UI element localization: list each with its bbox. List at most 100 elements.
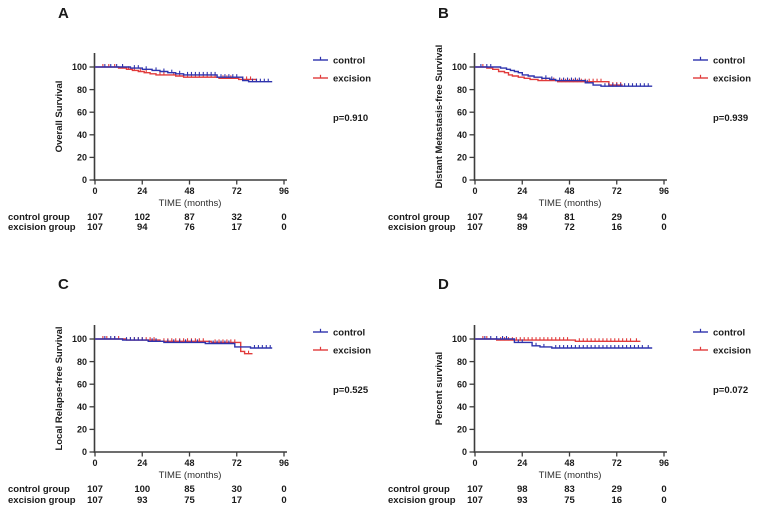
- x-tick-label: 72: [232, 186, 242, 196]
- control-censor-ticks: [104, 336, 271, 349]
- p-value: p=0.072: [713, 385, 748, 396]
- x-tick-label: 96: [659, 186, 669, 196]
- x-tick-label: 0: [92, 186, 97, 196]
- risk-value: 100: [134, 484, 150, 495]
- y-tick-label: 80: [77, 85, 87, 95]
- risk-value: 102: [134, 212, 150, 223]
- risk-value: 17: [231, 222, 242, 233]
- panel-B: B 0 20 40 60 80 100 0 24 48 72 96 Distant Metastasis…: [380, 0, 760, 258]
- p-value: p=0.939: [713, 113, 748, 124]
- panel-label: B: [438, 5, 449, 22]
- y-tick-label: 60: [457, 107, 467, 117]
- control-censor-ticks: [480, 64, 649, 87]
- y-axis-title: Percent survival: [434, 352, 445, 425]
- y-axis-title: Distant Metastasis-free Survival: [434, 45, 445, 189]
- risk-value: 107: [87, 495, 103, 506]
- risk-value: 0: [281, 484, 286, 495]
- y-tick-label: 60: [457, 379, 467, 389]
- risk-value: 94: [137, 222, 148, 233]
- risk-row-label: excision group: [8, 495, 76, 506]
- control-curve: [95, 66, 273, 83]
- risk-row-label: control group: [8, 484, 70, 495]
- risk-value: 89: [517, 222, 528, 233]
- legend-excision-label: excision: [713, 346, 751, 357]
- x-tick-label: 48: [184, 186, 194, 196]
- risk-value: 93: [517, 495, 528, 506]
- control-curve: [475, 66, 653, 87]
- x-tick-label: 48: [564, 458, 574, 468]
- x-tick-label: 96: [279, 186, 289, 196]
- risk-row-label: excision group: [388, 222, 456, 233]
- y-tick-label: 100: [452, 62, 467, 72]
- y-tick-label: 0: [462, 447, 467, 457]
- x-tick-label: 0: [472, 186, 477, 196]
- x-axis-title: TIME (months): [539, 198, 602, 209]
- legend-control-label: control: [333, 328, 365, 339]
- panel-A: A 0 20 40 60 80 100 0 24 48 72 96 Overall Survival TI…: [0, 0, 380, 258]
- panel-D-chart: D 0 20 40 60 80 100 0 24 48 72 96 Percent survival TI…: [388, 276, 751, 506]
- x-axis-title: TIME (months): [159, 470, 222, 481]
- y-tick-label: 40: [77, 402, 87, 412]
- risk-value: 16: [611, 495, 622, 506]
- legend-control-label: control: [713, 56, 745, 67]
- risk-value: 0: [281, 212, 286, 223]
- y-tick-label: 80: [77, 357, 87, 367]
- y-tick-label: 20: [457, 425, 467, 435]
- risk-value: 75: [564, 495, 575, 506]
- p-value: p=0.910: [333, 113, 368, 124]
- risk-value: 32: [231, 212, 242, 223]
- risk-value: 107: [87, 222, 103, 233]
- x-tick-label: 24: [517, 458, 527, 468]
- x-tick-label: 24: [137, 186, 147, 196]
- y-tick-label: 20: [77, 425, 87, 435]
- y-tick-label: 0: [82, 447, 87, 457]
- legend-excision-label: excision: [333, 346, 371, 357]
- risk-value: 0: [281, 222, 286, 233]
- risk-value: 16: [611, 222, 622, 233]
- x-tick-label: 96: [659, 458, 669, 468]
- legend-excision-label: excision: [713, 74, 751, 85]
- risk-value: 29: [611, 212, 622, 223]
- excision-curve: [475, 66, 623, 86]
- x-tick-label: 24: [517, 186, 527, 196]
- risk-value: 17: [231, 495, 242, 506]
- risk-value: 72: [564, 222, 575, 233]
- y-axis-title: Overall Survival: [54, 81, 65, 153]
- risk-value: 107: [87, 484, 103, 495]
- panel-label: A: [58, 5, 69, 22]
- legend-control-label: control: [713, 328, 745, 339]
- y-tick-label: 100: [452, 334, 467, 344]
- risk-value: 30: [231, 484, 242, 495]
- control-censor-ticks: [484, 336, 649, 349]
- y-tick-label: 20: [457, 153, 467, 163]
- y-tick-label: 40: [77, 130, 87, 140]
- risk-value: 107: [467, 222, 483, 233]
- risk-value: 0: [661, 484, 666, 495]
- risk-value: 29: [611, 484, 622, 495]
- risk-value: 85: [184, 484, 195, 495]
- x-tick-label: 72: [232, 458, 242, 468]
- y-tick-label: 60: [77, 379, 87, 389]
- x-tick-label: 72: [612, 458, 622, 468]
- risk-row-label: control group: [8, 212, 70, 223]
- risk-value: 0: [661, 495, 666, 506]
- excision-censor-ticks: [482, 336, 637, 342]
- risk-value: 94: [517, 212, 528, 223]
- risk-value: 87: [184, 212, 195, 223]
- legend-control-label: control: [333, 56, 365, 67]
- risk-value: 93: [137, 495, 148, 506]
- y-tick-label: 80: [457, 85, 467, 95]
- panel-C: C 0 20 40 60 80 100 0 24 48 72 96 Local Relapse-free…: [0, 258, 380, 515]
- risk-value: 98: [517, 484, 528, 495]
- p-value: p=0.525: [333, 385, 369, 396]
- y-tick-label: 40: [457, 130, 467, 140]
- y-tick-label: 80: [457, 357, 467, 367]
- risk-value: 107: [467, 484, 483, 495]
- x-axis-title: TIME (months): [159, 198, 222, 209]
- x-tick-label: 48: [564, 186, 574, 196]
- legend-excision-label: excision: [333, 74, 371, 85]
- risk-row-label: control group: [388, 484, 450, 495]
- control-curve: [475, 338, 653, 349]
- risk-value: 76: [184, 222, 195, 233]
